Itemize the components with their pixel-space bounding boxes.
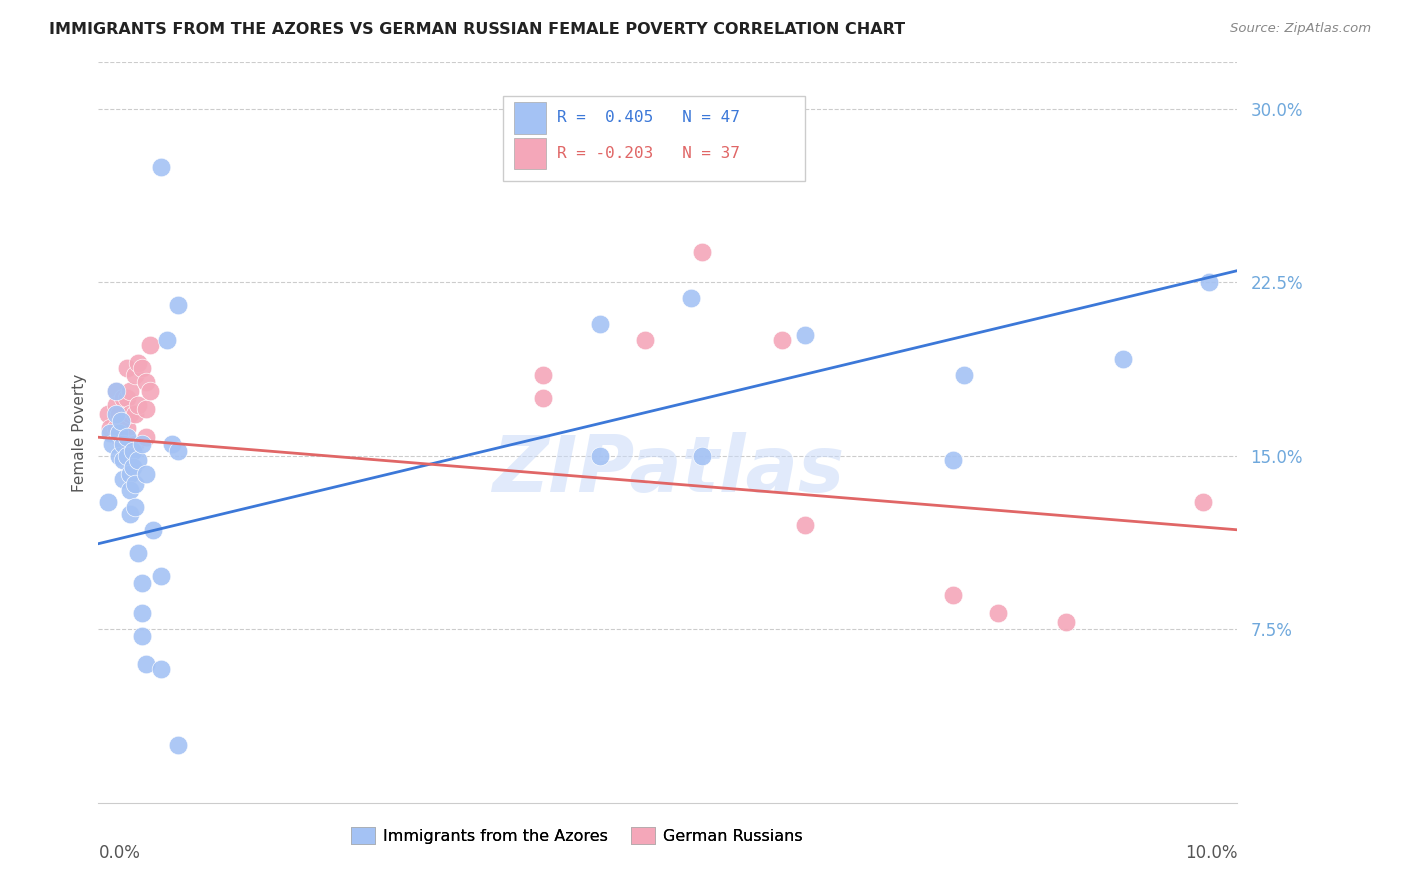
Point [588, 449, 610, 463]
Point [115, 421, 138, 435]
Point [104, 398, 127, 412]
Point [135, 657, 157, 671]
Point [1056, 615, 1078, 630]
FancyBboxPatch shape [515, 138, 546, 169]
FancyBboxPatch shape [515, 103, 546, 134]
Point [138, 384, 160, 398]
Point [108, 430, 131, 444]
Point [120, 507, 142, 521]
Point [112, 391, 135, 405]
Point [96, 495, 118, 509]
Point [131, 606, 153, 620]
Point [115, 391, 138, 405]
Point [793, 518, 815, 533]
Point [167, 444, 190, 458]
Point [98, 425, 121, 440]
Point [142, 523, 165, 537]
Text: IMMIGRANTS FROM THE AZORES VS GERMAN RUSSIAN FEMALE POVERTY CORRELATION CHART: IMMIGRANTS FROM THE AZORES VS GERMAN RUS… [49, 22, 905, 37]
Point [690, 245, 713, 260]
Point [115, 360, 138, 375]
Point [104, 421, 127, 435]
Point [138, 337, 160, 351]
Point [120, 407, 142, 421]
Point [942, 588, 965, 602]
Point [793, 328, 815, 343]
Point [987, 606, 1010, 620]
Point [135, 375, 157, 389]
Point [679, 292, 702, 306]
FancyBboxPatch shape [503, 95, 804, 181]
Point [124, 437, 146, 451]
Point [120, 437, 142, 451]
Point [531, 391, 554, 405]
Point [98, 421, 121, 435]
Text: ZIPatlas: ZIPatlas [492, 432, 844, 508]
Point [108, 425, 131, 440]
Point [634, 333, 657, 347]
Point [108, 449, 131, 463]
Point [120, 483, 142, 498]
Point [1112, 351, 1135, 366]
Point [112, 453, 135, 467]
Text: 0.0%: 0.0% [98, 844, 141, 862]
Text: 10.0%: 10.0% [1185, 844, 1237, 862]
Point [121, 444, 143, 458]
Point [135, 430, 157, 444]
Point [150, 662, 173, 676]
Point [953, 368, 976, 382]
Point [690, 449, 713, 463]
Point [127, 546, 149, 560]
Point [120, 384, 142, 398]
Point [150, 569, 173, 583]
Point [167, 298, 190, 312]
Point [101, 437, 124, 451]
Point [104, 384, 127, 398]
Point [124, 407, 146, 421]
Point [96, 407, 118, 421]
Point [131, 629, 153, 643]
Point [124, 476, 146, 491]
Point [112, 414, 135, 428]
Point [131, 576, 153, 591]
Point [131, 437, 153, 451]
Point [127, 398, 149, 412]
Y-axis label: Female Poverty: Female Poverty [72, 374, 87, 491]
Point [110, 414, 132, 428]
Point [588, 317, 610, 331]
Point [112, 437, 135, 451]
Point [124, 368, 146, 382]
Point [120, 467, 142, 482]
Point [112, 430, 135, 444]
Point [115, 430, 138, 444]
Point [127, 356, 149, 370]
Point [150, 160, 173, 174]
Point [531, 368, 554, 382]
Point [1198, 275, 1220, 289]
Point [104, 407, 127, 421]
Text: R = -0.203   N = 37: R = -0.203 N = 37 [557, 146, 740, 161]
Point [115, 449, 138, 463]
Point [112, 472, 135, 486]
Point [127, 453, 149, 467]
Point [1192, 495, 1215, 509]
Point [124, 500, 146, 514]
Point [167, 738, 190, 752]
Text: R =  0.405   N = 47: R = 0.405 N = 47 [557, 111, 740, 126]
Point [135, 402, 157, 417]
Point [131, 360, 153, 375]
Point [156, 333, 179, 347]
Point [135, 467, 157, 482]
Legend: Immigrants from the Azores, German Russians: Immigrants from the Azores, German Russi… [344, 821, 810, 850]
Point [108, 407, 131, 421]
Point [104, 384, 127, 398]
Point [942, 453, 965, 467]
Text: Source: ZipAtlas.com: Source: ZipAtlas.com [1230, 22, 1371, 36]
Point [162, 437, 184, 451]
Point [770, 333, 793, 347]
Point [121, 460, 143, 475]
